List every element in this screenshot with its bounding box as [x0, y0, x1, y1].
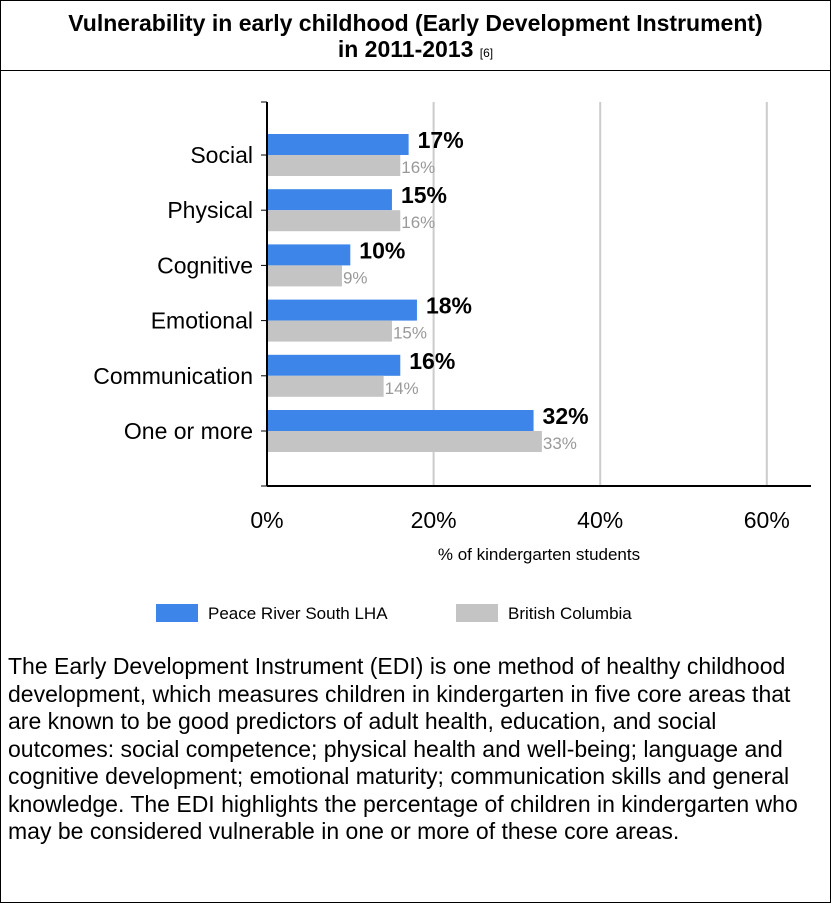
legend-label: Peace River South LHA — [208, 604, 388, 623]
bar-primary — [267, 410, 534, 431]
data-label-secondary: 33% — [543, 434, 577, 453]
bar-secondary — [267, 265, 342, 287]
data-label-secondary: 14% — [385, 379, 419, 398]
chart-title-line2: in 2011-2013 — [337, 36, 474, 62]
data-label-primary: 10% — [359, 237, 405, 263]
category-label: Emotional — [151, 308, 253, 334]
bar-chart: Social 17% 16% Physical 15% 16% Cognitive 10% 9%… — [93, 101, 811, 623]
x-tick-label: 20% — [411, 507, 457, 533]
data-label-primary: 16% — [409, 348, 455, 374]
data-label-secondary: 9% — [343, 268, 368, 287]
chart-title-line1: Vulnerability in early childhood (Early … — [68, 10, 763, 36]
chart-title-box: Vulnerability in early childhood (Early … — [1, 1, 830, 71]
x-tick-label: 40% — [577, 507, 623, 533]
data-label-primary: 18% — [426, 293, 472, 319]
bar-primary — [267, 244, 351, 266]
data-label-primary: 15% — [401, 182, 447, 208]
category-label: One or more — [124, 418, 253, 444]
category-label: Cognitive — [157, 252, 253, 278]
category-label: Communication — [93, 363, 253, 389]
data-label-secondary: 15% — [393, 324, 427, 343]
category-label: Social — [190, 142, 253, 168]
legend-swatch-secondary — [456, 604, 498, 622]
x-axis-label: % of kindergarten students — [438, 545, 640, 564]
bar-secondary — [267, 210, 401, 232]
reference-link[interactable]: [6] — [479, 46, 494, 60]
data-label-secondary: 16% — [401, 213, 435, 232]
bar-primary — [267, 299, 417, 321]
bar-primary — [267, 354, 401, 376]
legend-label: British Columbia — [508, 604, 632, 623]
bar-secondary — [267, 431, 542, 452]
data-label-primary: 17% — [418, 127, 464, 153]
x-tick-label: 60% — [744, 507, 790, 533]
description-text: The Early Development Instrument (EDI) i… — [8, 653, 798, 844]
category-label: Physical — [167, 197, 253, 223]
bar-primary — [267, 189, 392, 211]
bar-secondary — [267, 155, 401, 176]
data-label-primary: 32% — [543, 403, 589, 429]
x-tick-label: 0% — [250, 507, 283, 533]
chart-area: Social 17% 16% Physical 15% 16% Cognitive 10% 9%… — [1, 72, 830, 652]
legend-swatch-primary — [156, 604, 198, 622]
bar-secondary — [267, 320, 392, 342]
bar-primary — [267, 134, 409, 155]
bar-secondary — [267, 375, 384, 397]
data-label-secondary: 16% — [401, 158, 435, 177]
